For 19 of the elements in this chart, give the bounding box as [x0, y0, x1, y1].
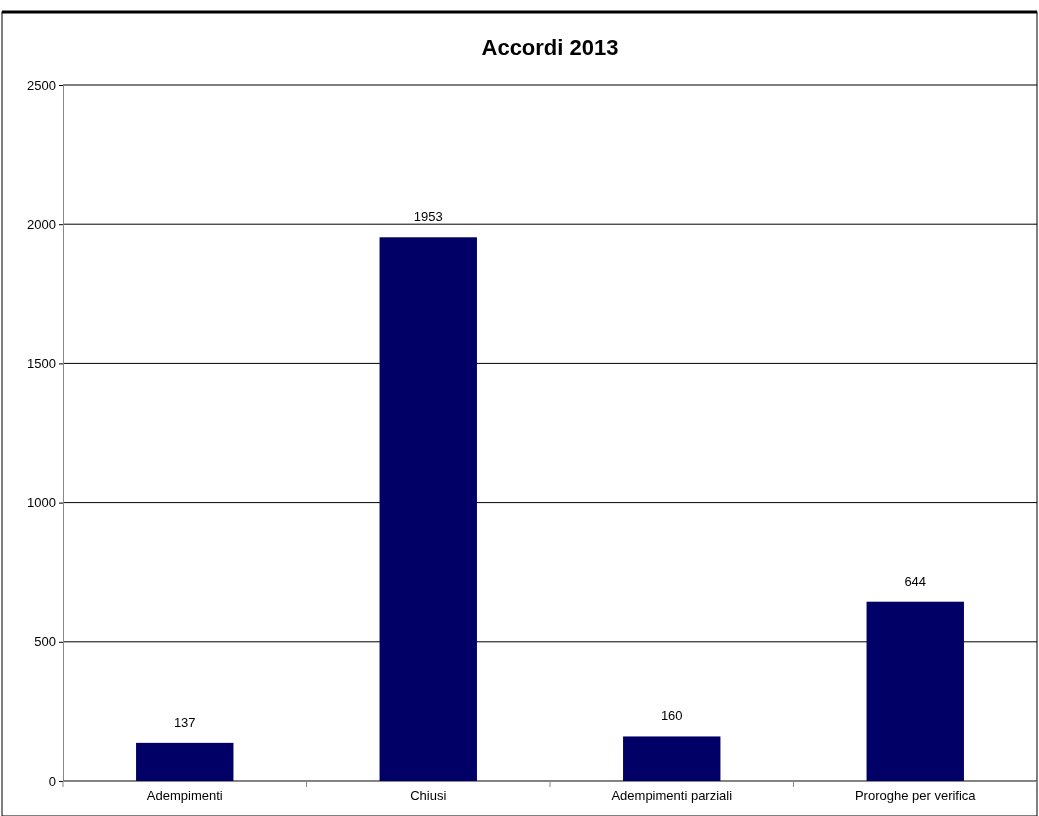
chart-title: Accordi 2013	[481, 35, 619, 60]
y-tick-label: 500	[34, 634, 56, 650]
x-tick-label: Proroghe per verifica	[854, 787, 977, 803]
y-tick-label: 2000	[27, 216, 56, 232]
bar	[379, 237, 477, 781]
bar	[136, 742, 234, 781]
y-tick-label: 1500	[27, 356, 56, 372]
y-tick-label: 1000	[27, 495, 56, 511]
data-label: 160	[660, 708, 683, 724]
x-tick-label: Adempimenti	[146, 787, 223, 803]
data-label: 1953	[413, 209, 443, 225]
x-tick-label: Chiusi	[410, 787, 447, 803]
y-tick-label: 2500	[27, 77, 56, 93]
data-label: 644	[904, 573, 927, 589]
bar	[866, 601, 964, 781]
bar	[623, 736, 721, 781]
y-tick-label: 0	[48, 773, 56, 789]
data-label: 137	[173, 714, 196, 730]
x-tick-label: Adempimenti parziali	[611, 787, 733, 803]
